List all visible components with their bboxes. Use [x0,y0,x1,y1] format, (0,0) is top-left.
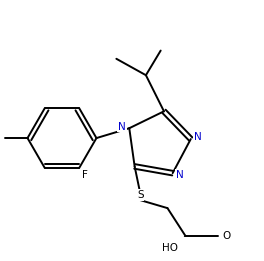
Text: F: F [82,170,88,180]
Text: O: O [223,231,231,241]
Text: N: N [194,132,202,143]
Text: S: S [137,190,144,200]
Text: HO: HO [162,242,178,252]
Text: N: N [176,170,184,180]
Text: N: N [118,122,126,132]
